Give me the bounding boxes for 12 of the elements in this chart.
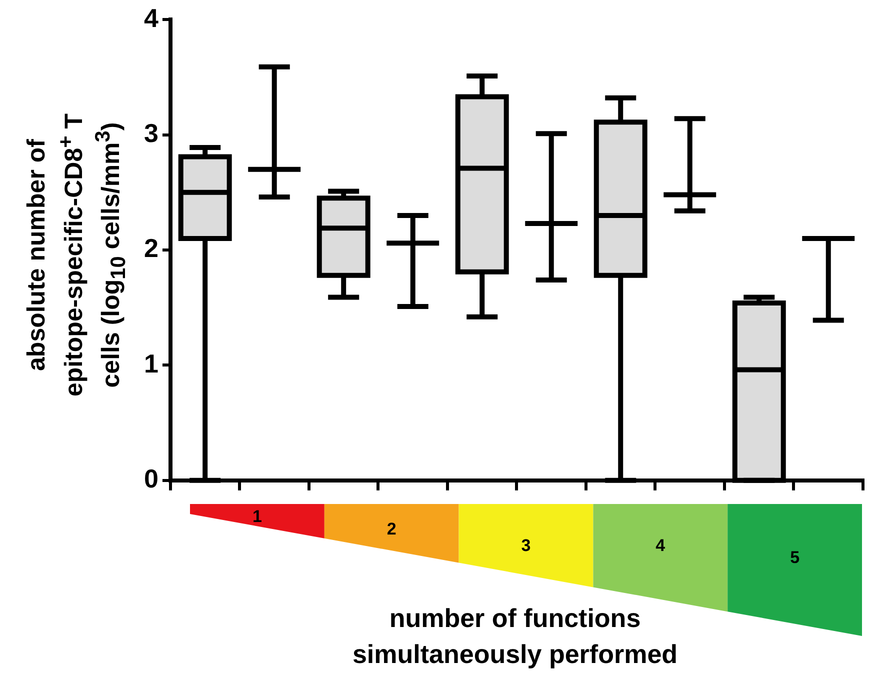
text: 4: [656, 536, 666, 555]
y-tick-label: 1: [144, 348, 158, 378]
y-tick-label: 0: [144, 464, 158, 494]
text: 3: [521, 536, 531, 555]
x-axis-title: number of functions simultaneously performed: [352, 602, 678, 671]
text: 2: [386, 519, 396, 538]
text: 5: [790, 548, 800, 567]
text: 3: [92, 130, 115, 142]
y-tick-label: 4: [144, 2, 159, 33]
text: 1: [252, 507, 262, 526]
y-tick-label: 3: [144, 118, 158, 148]
y-tick-label: 2: [144, 233, 158, 264]
